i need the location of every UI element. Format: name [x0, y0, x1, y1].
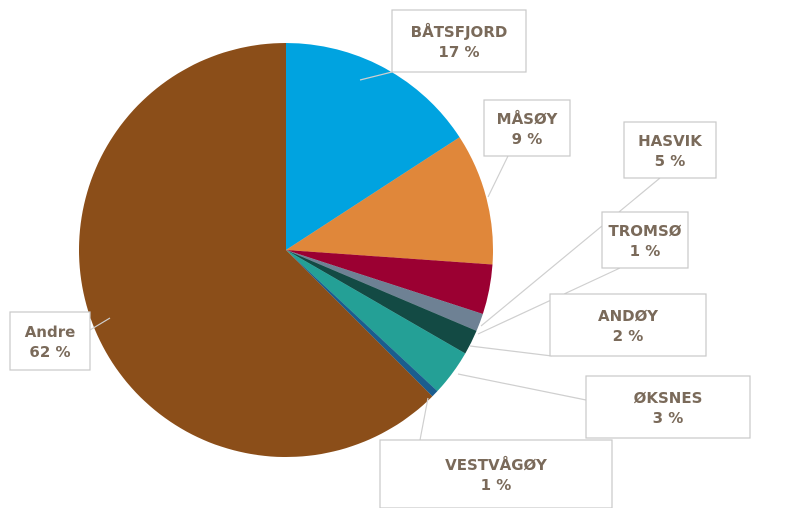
label-percent-andre: 62 % — [29, 343, 70, 361]
label-percent-måsøy: 9 % — [512, 130, 543, 148]
leader-line-andøy — [469, 345, 553, 357]
label-percent-øksnes: 3 % — [653, 409, 684, 427]
pie-slice-båtsfjord — [286, 43, 460, 250]
label-percent-andøy: 2 % — [613, 327, 644, 345]
label-box-andøy — [549, 293, 707, 357]
leader-line-vestvågøy — [419, 397, 429, 441]
label-category-hasvik: HASVIK — [638, 132, 703, 150]
data-label-vestvågøy: VESTVÅGØY 1 % — [379, 439, 613, 508]
data-label-hasvik: HASVIK 5 % — [623, 121, 717, 179]
data-label-andøy: ANDØY 2 % — [549, 293, 707, 357]
pie-slices — [78, 43, 494, 457]
data-labels: BÅTSFJORD 17 % MÅSØY 9 % HASVIK 5 % TROMSØ 1 % A… — [9, 9, 751, 508]
pie-slice-hasvik — [286, 250, 493, 314]
data-label-tromsø: TROMSØ 1 % — [601, 211, 689, 269]
leader-line-andre — [89, 317, 111, 331]
label-category-tromsø: TROMSØ — [608, 222, 681, 240]
label-box-hasvik — [623, 121, 717, 179]
pie-slice-tromsø — [286, 250, 483, 331]
label-box-tromsø — [601, 211, 689, 269]
data-label-andre: Andre 62 % — [9, 311, 91, 371]
pie-slice-øksnes — [286, 250, 466, 392]
label-category-båtsfjord: BÅTSFJORD — [411, 22, 508, 41]
label-box-øksnes — [585, 375, 751, 439]
label-box-andre — [9, 311, 91, 371]
label-category-andre: Andre — [25, 323, 76, 341]
label-category-måsøy: MÅSØY — [497, 109, 559, 128]
pie-slice-andre — [78, 43, 433, 457]
label-box-båtsfjord — [391, 9, 527, 73]
label-percent-båtsfjord: 17 % — [438, 43, 479, 61]
leader-line-tromsø — [477, 267, 621, 335]
label-percent-hasvik: 5 % — [655, 152, 686, 170]
leader-line-båtsfjord — [359, 71, 393, 81]
pie-slice-måsøy — [286, 137, 494, 265]
leader-lines — [89, 71, 661, 441]
label-category-andøy: ANDØY — [598, 307, 659, 325]
pie-slice-andøy — [286, 250, 477, 354]
label-category-øksnes: ØKSNES — [634, 389, 703, 407]
label-category-vestvågøy: VESTVÅGØY — [445, 455, 548, 474]
data-label-måsøy: MÅSØY 9 % — [483, 99, 571, 157]
leader-line-hasvik — [480, 177, 661, 327]
data-label-øksnes: ØKSNES 3 % — [585, 375, 751, 439]
data-label-båtsfjord: BÅTSFJORD 17 % — [391, 9, 527, 73]
label-box-måsøy — [483, 99, 571, 157]
label-box-vestvågøy — [379, 439, 613, 508]
label-percent-tromsø: 1 % — [630, 242, 661, 260]
label-percent-vestvågøy: 1 % — [481, 476, 512, 494]
pie-slice-vestvågøy — [286, 250, 438, 397]
leader-line-øksnes — [457, 373, 587, 401]
leader-line-måsøy — [487, 155, 509, 198]
